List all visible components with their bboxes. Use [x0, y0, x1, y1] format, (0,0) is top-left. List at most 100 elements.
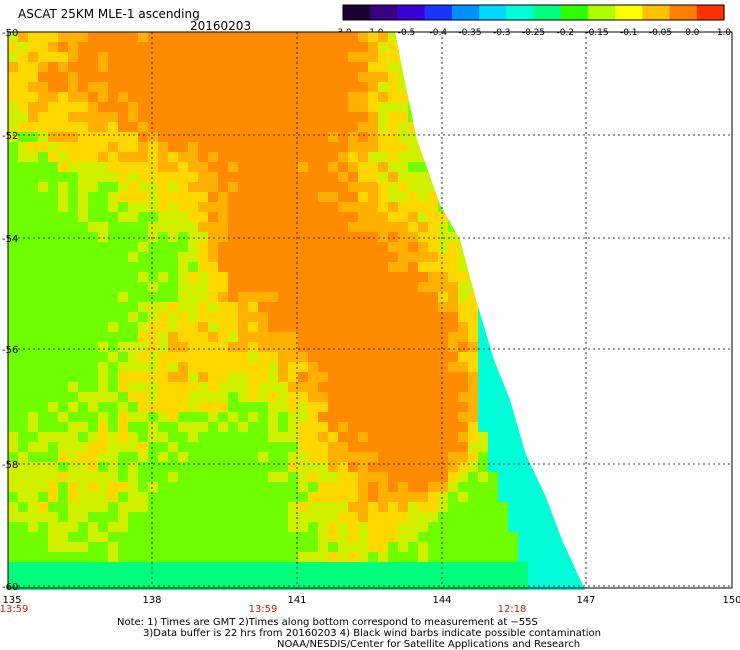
- wind-cell: [228, 222, 238, 232]
- wind-cell: [478, 62, 488, 72]
- wind-cell: [198, 472, 208, 482]
- wind-cell: [88, 552, 98, 562]
- wind-cell: [128, 432, 138, 442]
- wind-cell: [428, 242, 438, 252]
- wind-cell: [168, 82, 178, 92]
- wind-cell: [78, 392, 88, 402]
- wind-cell: [458, 372, 468, 382]
- wind-cell: [578, 532, 585, 542]
- wind-cell: [198, 432, 208, 442]
- wind-cell: [258, 92, 268, 102]
- wind-cell: [528, 322, 538, 332]
- wind-cell: [448, 322, 458, 332]
- wind-cell: [508, 552, 518, 562]
- wind-cell: [218, 72, 228, 82]
- wind-cell: [438, 502, 448, 512]
- wind-cell: [528, 282, 538, 292]
- wind-cell: [318, 482, 328, 492]
- wind-cell: [78, 92, 88, 102]
- wind-cell: [228, 202, 238, 212]
- wind-cell: [238, 72, 248, 82]
- wind-cell: [18, 192, 28, 202]
- wind-cell: [308, 452, 318, 462]
- wind-cell: [558, 582, 568, 590]
- wind-cell: [558, 532, 568, 542]
- wind-cell: [598, 92, 608, 102]
- wind-cell: [478, 142, 488, 152]
- wind-cell: [58, 562, 68, 572]
- wind-cell: [168, 152, 178, 162]
- wind-cell: [298, 212, 308, 222]
- wind-cell: [158, 302, 168, 312]
- wind-cell: [438, 562, 448, 572]
- wind-cell: [438, 262, 448, 272]
- wind-cell: [148, 272, 158, 282]
- wind-cell: [208, 432, 218, 442]
- wind-cell: [258, 392, 268, 402]
- wind-cell: [288, 362, 298, 372]
- wind-cell: [138, 502, 148, 512]
- wind-cell: [88, 502, 98, 512]
- wind-cell: [238, 362, 248, 372]
- wind-cell: [508, 162, 518, 172]
- wind-cell: [138, 192, 148, 202]
- wind-cell: [518, 462, 528, 472]
- wind-cell: [218, 402, 228, 412]
- wind-cell: [468, 102, 478, 112]
- wind-cell: [388, 372, 398, 382]
- wind-cell: [358, 52, 368, 62]
- wind-cell: [598, 212, 608, 222]
- wind-cell: [238, 372, 248, 382]
- wind-cell: [38, 462, 48, 472]
- wind-cell: [248, 92, 258, 102]
- wind-cell: [108, 162, 118, 172]
- wind-cell: [148, 482, 158, 492]
- wind-cell: [28, 462, 38, 472]
- note-line-2: 3)Data buffer is 22 hrs from 20160203 4)…: [143, 628, 601, 639]
- wind-cell: [288, 432, 298, 442]
- wind-cell: [28, 232, 38, 242]
- wind-cell: [308, 122, 318, 132]
- wind-cell: [478, 322, 488, 332]
- wind-cell: [458, 152, 468, 162]
- wind-cell: [248, 512, 258, 522]
- wind-cell: [138, 102, 148, 112]
- wind-cell: [68, 342, 78, 352]
- wind-cell: [78, 152, 88, 162]
- wind-cell: [548, 452, 558, 462]
- wind-cell: [488, 442, 498, 452]
- wind-cell: [428, 272, 438, 282]
- wind-cell: [428, 202, 438, 212]
- wind-cell: [448, 392, 458, 402]
- wind-cell: [48, 312, 58, 322]
- wind-cell: [98, 222, 108, 232]
- wind-cell: [138, 172, 148, 182]
- wind-cell: [508, 522, 518, 532]
- wind-cell: [308, 472, 318, 482]
- wind-cell: [508, 242, 518, 252]
- wind-cell: [168, 242, 178, 252]
- wind-cell: [98, 252, 108, 262]
- wind-cell: [478, 382, 488, 392]
- wind-cell: [548, 532, 558, 542]
- wind-cell: [118, 522, 128, 532]
- wind-cell: [498, 402, 508, 412]
- wind-cell: [328, 152, 338, 162]
- wind-cell: [28, 552, 38, 562]
- wind-cell: [78, 502, 88, 512]
- wind-cell: [508, 212, 518, 222]
- colorbar-segment: [479, 5, 507, 20]
- wind-cell: [298, 262, 308, 272]
- wind-cell: [178, 222, 188, 232]
- wind-cell: [518, 552, 528, 562]
- wind-cell: [368, 472, 378, 482]
- wind-cell: [238, 32, 248, 42]
- wind-cell: [208, 272, 218, 282]
- wind-cell: [28, 452, 38, 462]
- wind-cell: [88, 542, 98, 552]
- wind-cell: [428, 102, 438, 112]
- wind-cell: [68, 522, 78, 532]
- wind-cell: [68, 502, 78, 512]
- wind-cell: [18, 372, 28, 382]
- wind-cell: [408, 562, 418, 572]
